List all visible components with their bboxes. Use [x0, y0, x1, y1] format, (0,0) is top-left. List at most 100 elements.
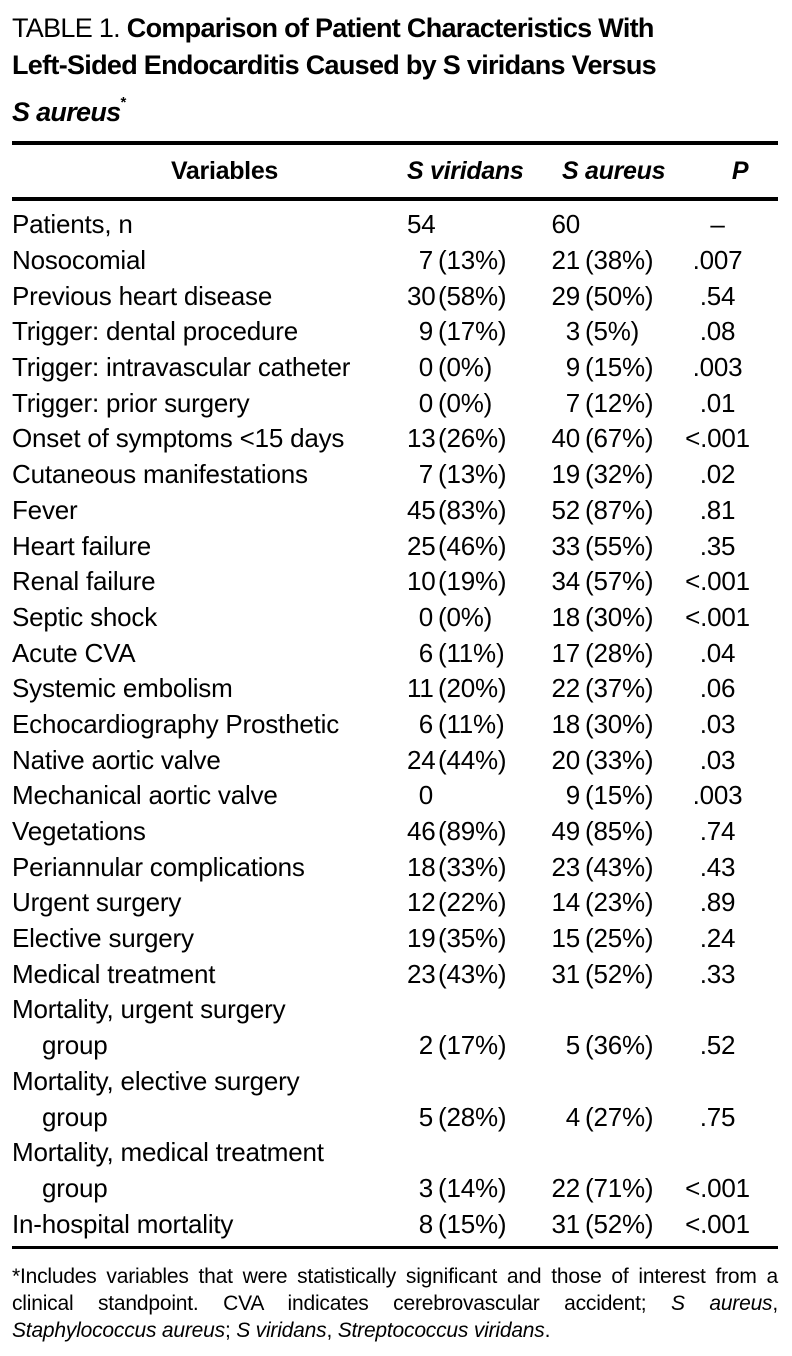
- percent-value: (85%): [585, 816, 654, 847]
- count-value: 24: [407, 744, 436, 775]
- title-segment: *: [120, 94, 126, 111]
- percent-value: (15%): [585, 352, 654, 383]
- percent-value: (55%): [585, 530, 654, 561]
- count-value: 60: [551, 209, 580, 240]
- cell-p-value: .03: [699, 708, 736, 739]
- percent-value: (37%): [585, 673, 654, 704]
- cell-s-viridans: 3 (14%): [407, 1173, 512, 1204]
- percent-value: (30%): [585, 708, 654, 739]
- table-row: Mortality, medical treatment: [12, 1135, 778, 1171]
- percent-value: (87%): [585, 494, 654, 525]
- cell-s-viridans: 30(58%): [407, 281, 512, 312]
- row-variable-label: Previous heart disease: [12, 280, 273, 311]
- table-title: TABLE 1. Comparison of Patient Character…: [12, 10, 778, 131]
- percent-value: (57%): [585, 566, 654, 597]
- row-variable-label: Urgent surgery: [12, 887, 182, 918]
- row-variable-label: Acute CVA: [12, 637, 136, 668]
- cell-s-viridans: 13(26%): [407, 423, 512, 454]
- cell-p-value: <.001: [685, 601, 750, 632]
- percent-value: (32%): [585, 459, 654, 490]
- cell-s-aureus: 19 (32%): [512, 459, 657, 490]
- table-row: Heart failure 25(46%) 33 (55%) .35: [12, 528, 778, 564]
- table-row: Acute CVA 6 (11%) 17 (28%) .04: [12, 635, 778, 671]
- percent-value: (33%): [585, 744, 654, 775]
- column-header-variables: Variables: [12, 157, 407, 186]
- top-rule: [12, 141, 778, 145]
- table-footnote: *Includes variables that were statistica…: [12, 1263, 778, 1344]
- row-variable-label: Septic shock: [12, 601, 158, 632]
- row-variable-label: Medical treatment: [12, 958, 216, 989]
- cell-p-value: <.001: [685, 1172, 750, 1203]
- percent-value: (36%): [585, 1030, 654, 1061]
- count-value: 11: [407, 673, 434, 704]
- table-row: Mortality, elective surgery: [12, 1064, 778, 1100]
- cell-p-value: .43: [699, 851, 736, 882]
- cell-s-viridans: 2 (17%): [407, 1030, 512, 1061]
- cell-p-value: .04: [699, 637, 736, 668]
- row-variable-label: Native aortic valve: [12, 744, 221, 775]
- cell-s-aureus: 7 (12%): [512, 388, 657, 419]
- count-value: 40: [551, 423, 580, 454]
- table-row: Fever 45(83%) 52 (87%) .81: [12, 493, 778, 529]
- row-variable-label: Fever: [12, 494, 78, 525]
- table-row: Trigger: dental procedure 9 (17%) 3 (5%) .08: [12, 314, 778, 350]
- count-value: 25: [407, 530, 436, 561]
- count-value: 14: [551, 887, 580, 918]
- cell-p-value: .06: [699, 673, 736, 704]
- cell-s-aureus: 18 (30%): [512, 709, 657, 740]
- column-header-s-aureus: S aureus: [512, 157, 666, 186]
- percent-value: (52%): [585, 1208, 654, 1239]
- cell-s-viridans: 6 (11%): [407, 709, 512, 740]
- title-line: TABLE 1. Comparison of Patient Character…: [12, 10, 778, 47]
- cell-p-value: .75: [699, 1101, 736, 1132]
- row-variable-label: Mortality, urgent surgery: [12, 994, 286, 1025]
- cell-s-aureus: 9 (15%): [512, 780, 657, 811]
- percent-value: (43%): [438, 958, 507, 989]
- row-variable-label: Cutaneous manifestations: [12, 459, 308, 490]
- cell-s-aureus: 60: [512, 209, 657, 240]
- cell-p-value: .003: [692, 780, 743, 811]
- footnote-segment: S viridans: [236, 1318, 327, 1342]
- row-variable-label: Patients, n: [12, 209, 133, 240]
- cell-s-aureus: 33 (55%): [512, 531, 657, 562]
- count-value: 30: [407, 280, 436, 311]
- percent-value: (5%): [585, 316, 640, 347]
- footnote-segment: ,: [772, 1291, 778, 1315]
- percent-value: (13%): [438, 459, 507, 490]
- cell-s-viridans: 0: [407, 780, 512, 811]
- row-variable-label: Mechanical aortic valve: [12, 780, 278, 811]
- cell-p-value: .03: [699, 744, 736, 775]
- count-value: 9: [418, 316, 433, 347]
- table-row: group 3 (14%) 22 (71%) <.001: [12, 1171, 778, 1207]
- table-row: group 2 (17%) 5 (36%) .52: [12, 1028, 778, 1064]
- table-row: Cutaneous manifestations 7 (13%) 19 (32%) .02: [12, 457, 778, 493]
- cell-s-aureus: 3 (5%): [512, 316, 657, 347]
- percent-value: (17%): [438, 316, 507, 347]
- cell-s-aureus: 49 (85%): [512, 816, 657, 847]
- cell-p-value: .24: [699, 923, 736, 954]
- cell-s-viridans: 46(89%): [407, 816, 512, 847]
- count-value: 0: [418, 780, 433, 811]
- percent-value: (33%): [438, 851, 507, 882]
- count-value: 5: [565, 1030, 580, 1061]
- count-value: 31: [551, 1208, 580, 1239]
- row-variable-label: Elective surgery: [12, 923, 194, 954]
- row-variable-label: Vegetations: [12, 816, 146, 847]
- count-value: 0: [418, 601, 433, 632]
- table-row: Systemic embolism 11 (20%) 22 (37%) .06: [12, 671, 778, 707]
- percent-value: (20%): [438, 673, 507, 704]
- table-row: Patients, n 54 60 –: [12, 207, 778, 243]
- count-value: 46: [407, 816, 436, 847]
- cell-p-value: .81: [699, 494, 736, 525]
- cell-s-viridans: 0 (0%): [407, 388, 512, 419]
- table-row: Mortality, urgent surgery: [12, 992, 778, 1028]
- row-variable-label: Systemic embolism: [12, 673, 233, 704]
- row-variable-label: Trigger: prior surgery: [12, 387, 250, 418]
- title-line: S aureus*: [12, 84, 778, 131]
- cell-p-value: .007: [692, 245, 743, 276]
- percent-value: (38%): [585, 245, 654, 276]
- cell-s-viridans: 54: [407, 209, 512, 240]
- row-variable-label: Heart failure: [12, 530, 152, 561]
- cell-p-value: .02: [699, 459, 736, 490]
- percent-value: (0%): [438, 387, 493, 418]
